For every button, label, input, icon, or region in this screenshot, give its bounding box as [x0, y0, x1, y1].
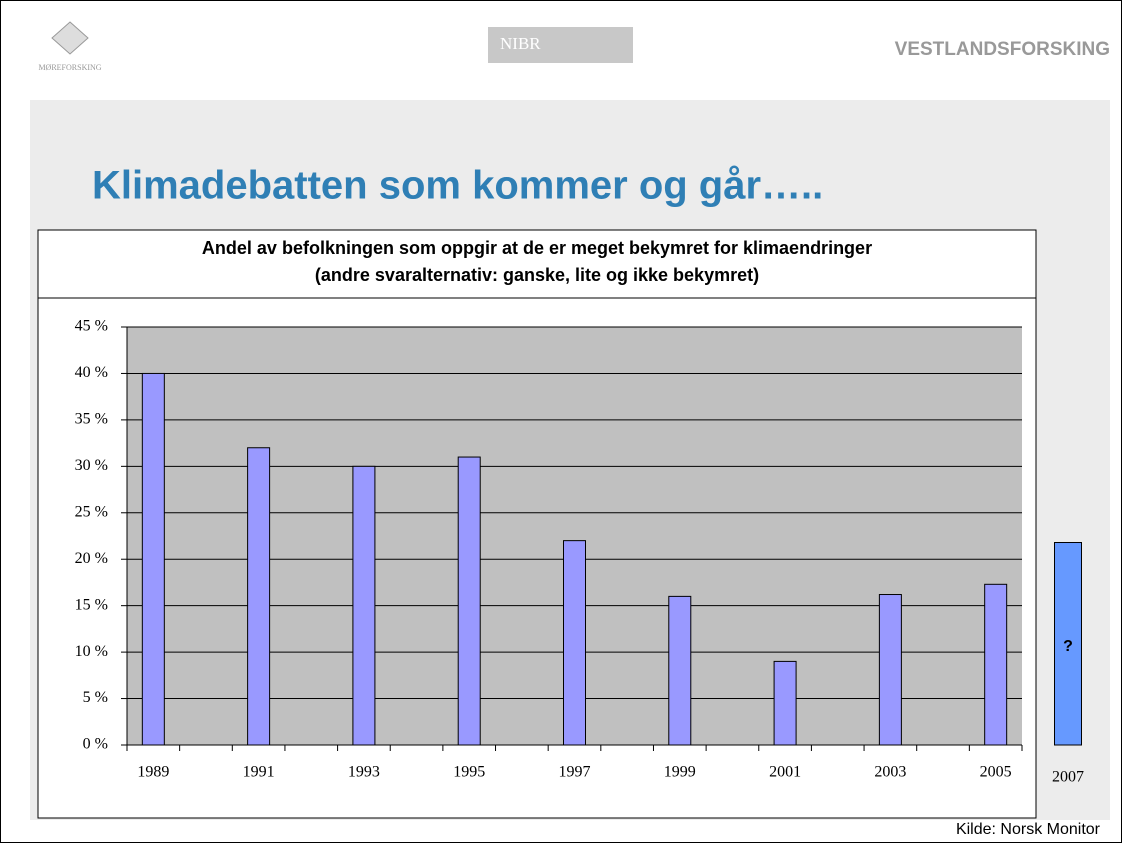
- logo-vestlandsforsking: VESTLANDSFORSKING: [895, 39, 1110, 60]
- x-tick-label: 1991: [243, 764, 275, 781]
- bar: [563, 540, 586, 746]
- logo-moreforsking: MØREFORSKING: [38, 63, 101, 72]
- x-tick-label: 1989: [137, 764, 169, 781]
- bar: [878, 594, 902, 746]
- slide-title: Klimadebatten som kommer og går…..: [92, 164, 823, 208]
- bar: [984, 583, 1008, 746]
- x-tick-label: 2005: [980, 764, 1012, 781]
- logo-icon: [51, 21, 89, 55]
- y-tick-label: 45 %: [75, 318, 108, 335]
- chart-title: (andre svaralternativ: ganske, lite og i…: [315, 265, 759, 285]
- y-tick-label: 30 %: [75, 457, 108, 474]
- bar: [1054, 542, 1082, 746]
- x-tick-label: 2007: [1052, 769, 1084, 786]
- x-tick-label: 2001: [769, 764, 801, 781]
- bar: [457, 456, 481, 746]
- y-tick-label: 40 %: [75, 364, 108, 381]
- bar: [352, 465, 376, 746]
- y-tick-label: 10 %: [75, 643, 108, 660]
- x-tick-label: 1997: [559, 764, 591, 781]
- y-tick-label: 15 %: [75, 596, 108, 613]
- logo-nibr: NIBR: [500, 34, 541, 53]
- bar: [141, 372, 165, 746]
- y-tick-label: 25 %: [75, 503, 108, 520]
- y-tick-label: 35 %: [75, 411, 108, 428]
- bar: [773, 660, 797, 746]
- y-tick-label: 5 %: [83, 689, 108, 706]
- extra-bar-label: ?: [1063, 638, 1073, 655]
- chart-title: Andel av befolkningen som oppgir at de e…: [202, 238, 872, 258]
- x-tick-label: 1993: [348, 764, 380, 781]
- bar: [247, 447, 271, 746]
- x-tick-label: 1995: [453, 764, 485, 781]
- logo-box: [488, 27, 633, 63]
- source: Kilde: Norsk Monitor: [956, 821, 1101, 838]
- y-tick-label: 0 %: [83, 736, 108, 753]
- x-tick-label: 1999: [664, 764, 696, 781]
- y-tick-label: 20 %: [75, 550, 108, 567]
- bar: [668, 595, 692, 746]
- x-tick-label: 2003: [874, 764, 906, 781]
